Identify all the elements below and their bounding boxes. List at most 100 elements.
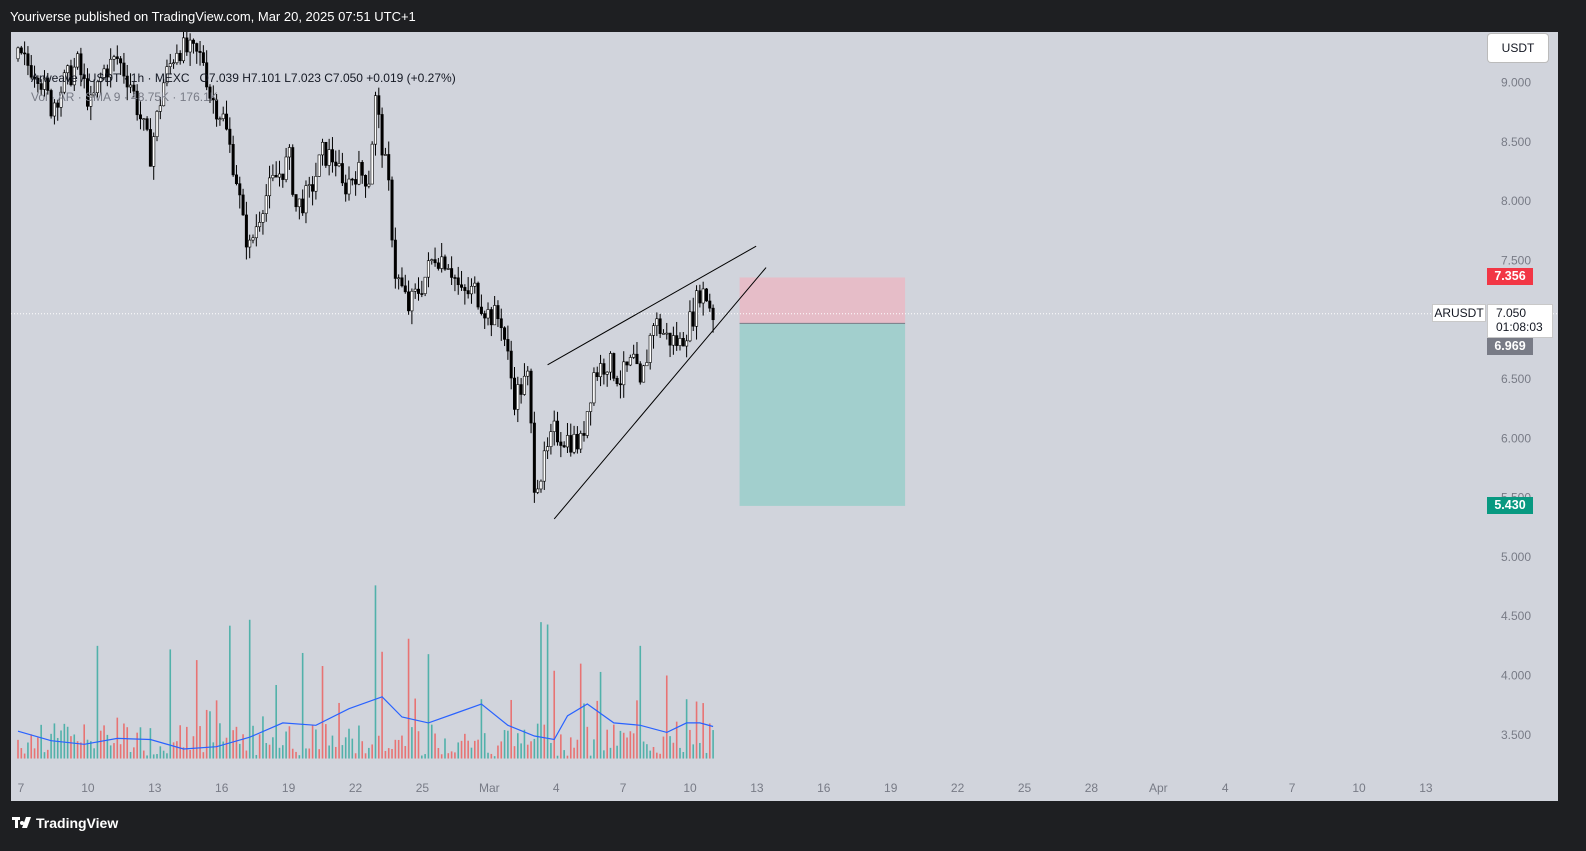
candle-body bbox=[420, 293, 424, 295]
candle-body bbox=[56, 102, 60, 108]
volume-bar bbox=[467, 740, 469, 759]
candle-body bbox=[72, 66, 76, 86]
candle-body bbox=[291, 147, 295, 195]
candle-body bbox=[456, 277, 460, 286]
volume-bar bbox=[255, 754, 258, 759]
candle-body bbox=[132, 84, 136, 92]
volume-bar bbox=[669, 736, 671, 759]
volume-bar bbox=[321, 666, 324, 759]
x-tick-label: 16 bbox=[215, 781, 229, 795]
candle-body bbox=[645, 362, 649, 367]
candle-body bbox=[665, 332, 669, 335]
ohlc-text: O7.039 H7.101 L7.023 C7.050 +0.019 (+0.2… bbox=[199, 71, 456, 85]
candle-body bbox=[397, 277, 401, 280]
candle-body bbox=[268, 177, 272, 197]
y-tick-label: 8.000 bbox=[1501, 194, 1531, 208]
attribution-text: Youriverse published on TradingView.com,… bbox=[10, 9, 416, 24]
candle-body bbox=[201, 52, 205, 63]
candle-body bbox=[632, 353, 636, 358]
volume-bar bbox=[381, 651, 383, 759]
candle-body bbox=[99, 77, 103, 83]
volume-bar bbox=[487, 752, 489, 759]
volume-bar bbox=[285, 731, 287, 759]
candle-body bbox=[314, 176, 318, 192]
candle-body bbox=[579, 433, 583, 450]
candle-body bbox=[142, 118, 146, 120]
candle-body bbox=[618, 383, 622, 386]
candle-body bbox=[327, 149, 331, 166]
candle-body bbox=[403, 285, 407, 293]
candle-body bbox=[486, 309, 490, 319]
volume-bar bbox=[212, 742, 215, 759]
target-price-tag: 5.430 bbox=[1487, 497, 1533, 514]
volume-bar bbox=[424, 754, 426, 759]
candle-body bbox=[648, 335, 652, 363]
candle-body bbox=[516, 384, 520, 410]
candle-body bbox=[625, 361, 629, 366]
volume-bar bbox=[99, 730, 102, 759]
candle-body bbox=[82, 74, 86, 79]
y-tick-label: 6.000 bbox=[1501, 431, 1531, 445]
candle-body bbox=[364, 175, 368, 187]
candle-body bbox=[281, 173, 285, 180]
candle-body bbox=[589, 402, 593, 412]
volume-bar bbox=[133, 747, 135, 759]
volume-bar bbox=[60, 730, 62, 759]
candle-body bbox=[95, 81, 99, 94]
candle-body bbox=[23, 52, 27, 55]
chart-canvas[interactable]: 3.5004.0004.5005.0005.5006.0006.5007.000… bbox=[11, 32, 1558, 801]
candle-body bbox=[26, 53, 30, 66]
volume-bar bbox=[629, 731, 632, 759]
volume-bar bbox=[414, 698, 416, 759]
candle-body bbox=[354, 179, 358, 185]
target-zone bbox=[739, 323, 906, 506]
candle-body bbox=[125, 75, 129, 88]
candle-body bbox=[622, 361, 626, 386]
tradingview-logo[interactable]: TradingView bbox=[12, 815, 118, 831]
volume-bar bbox=[510, 699, 512, 759]
x-tick-label: 25 bbox=[1018, 781, 1032, 795]
candle-body bbox=[691, 311, 695, 327]
candle-body bbox=[112, 56, 116, 60]
volume-bar bbox=[248, 619, 251, 759]
x-tick-label: 28 bbox=[1085, 781, 1099, 795]
volume-bar bbox=[556, 755, 559, 759]
candle-body bbox=[321, 141, 325, 156]
volume-bar bbox=[563, 750, 565, 759]
volume-bar bbox=[665, 675, 668, 759]
x-tick-label: 10 bbox=[683, 781, 697, 795]
candle-body bbox=[532, 422, 536, 493]
candle-body bbox=[33, 76, 37, 79]
candle-body bbox=[503, 327, 507, 340]
upper-trendline bbox=[547, 245, 757, 366]
volume-bar bbox=[245, 750, 248, 759]
volume-bar bbox=[569, 737, 572, 759]
candle-body bbox=[460, 284, 464, 288]
candle-body bbox=[585, 411, 589, 436]
volume-bar bbox=[659, 753, 661, 759]
candle-body bbox=[440, 256, 444, 269]
volume-bar bbox=[503, 730, 506, 759]
candle-body bbox=[519, 384, 523, 395]
volume-bar bbox=[652, 746, 655, 759]
volume-bar bbox=[123, 723, 125, 759]
volume-bar bbox=[331, 735, 334, 759]
volume-bar bbox=[83, 724, 85, 759]
candle-body bbox=[185, 37, 189, 53]
candle-body bbox=[426, 260, 430, 278]
price-axis: 3.5004.0004.5005.0005.5006.0006.5007.000… bbox=[1501, 76, 1531, 742]
currency-button[interactable]: USDT bbox=[1488, 34, 1548, 62]
stop-zone bbox=[739, 277, 906, 324]
volume-bar bbox=[295, 751, 297, 759]
candle-body bbox=[701, 288, 705, 304]
volume-bar bbox=[354, 753, 357, 759]
volume-bar bbox=[583, 703, 585, 759]
volume-bar bbox=[427, 654, 430, 759]
volume-bar bbox=[450, 751, 453, 759]
volume-bar bbox=[642, 741, 645, 759]
chart-area[interactable]: 3.5004.0004.5005.0005.5006.0006.5007.000… bbox=[11, 32, 1558, 801]
x-tick-label: 22 bbox=[349, 781, 363, 795]
volume-bar bbox=[272, 737, 274, 759]
y-tick-label: 3.500 bbox=[1501, 728, 1531, 742]
candle-body bbox=[76, 53, 80, 68]
